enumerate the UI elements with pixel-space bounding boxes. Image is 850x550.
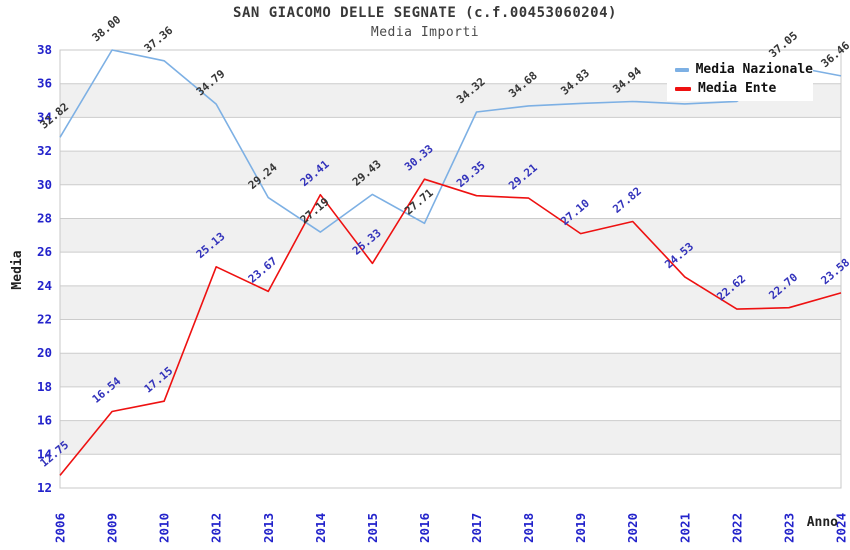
- x-tick-label: 2021: [677, 513, 692, 543]
- y-tick-label: 28: [37, 210, 52, 225]
- grid-band: [60, 319, 841, 354]
- y-tick-label: 14: [37, 446, 52, 461]
- x-tick-label: 2006: [53, 513, 68, 543]
- y-tick-label: 12: [37, 480, 52, 495]
- legend: Media Nazionale Media Ente: [667, 57, 813, 101]
- x-tick-label: 2016: [417, 513, 432, 543]
- y-axis-title: Media: [10, 250, 25, 290]
- x-tick-label: 2020: [625, 513, 640, 543]
- x-tick-label: 2012: [209, 513, 224, 543]
- grid-band: [60, 184, 841, 219]
- x-axis-title: Anno: [806, 515, 838, 530]
- x-tick-label: 2014: [313, 513, 328, 543]
- plot-border: [59, 49, 842, 489]
- y-tick-label: 16: [37, 413, 52, 428]
- chart-subtitle: Media Importi: [370, 25, 480, 40]
- chart-title: SAN GIACOMO DELLE SEGNATE (c.f.004530602…: [233, 5, 617, 21]
- y-tick-label: 20: [37, 345, 52, 360]
- y-tick-label: 24: [37, 278, 52, 293]
- y-tick-label: 32: [37, 143, 52, 158]
- legend-label: Media Ente: [698, 81, 777, 96]
- x-tick-label: 2009: [105, 513, 120, 543]
- grid-band: [60, 252, 841, 286]
- y-tick-label: 38: [37, 42, 52, 57]
- series-line-media-ente: [59, 178, 842, 476]
- x-tick-label: 2017: [469, 513, 484, 543]
- x-tick-label: 2024: [834, 513, 849, 543]
- x-tick-label: 2018: [521, 513, 536, 543]
- x-tick-label: 2013: [261, 513, 276, 543]
- grid-band: [60, 117, 841, 152]
- y-tick-label: 18: [37, 379, 52, 394]
- media-nazionale-line-icon: [675, 67, 689, 72]
- x-tick-label: 2010: [157, 513, 172, 543]
- grid-band: [60, 353, 841, 387]
- grid-band: [60, 386, 841, 421]
- grid-band: [60, 420, 841, 455]
- grid-band: [60, 454, 841, 488]
- y-tick-label: 34: [37, 109, 52, 124]
- y-tick-label: 36: [37, 76, 52, 91]
- grid-band: [60, 218, 841, 253]
- legend-item-media-nazionale: Media Nazionale: [667, 62, 813, 77]
- y-tick-label: 22: [37, 312, 52, 327]
- y-tick-label: 26: [37, 244, 52, 259]
- media-ente-line-icon: [675, 86, 691, 91]
- point-label: 38.00: [90, 13, 124, 44]
- x-tick-label: 2019: [573, 513, 588, 543]
- x-tick-label: 2023: [781, 513, 796, 543]
- series-line-media-nazionale: [59, 49, 842, 233]
- legend-label: Media Nazionale: [695, 62, 813, 77]
- grid-band: [60, 285, 841, 320]
- x-tick-label: 2015: [365, 513, 380, 543]
- y-tick-label: 30: [37, 177, 52, 192]
- x-tick-label: 2022: [729, 513, 744, 543]
- legend-item-media-ente: Media Ente: [667, 81, 813, 96]
